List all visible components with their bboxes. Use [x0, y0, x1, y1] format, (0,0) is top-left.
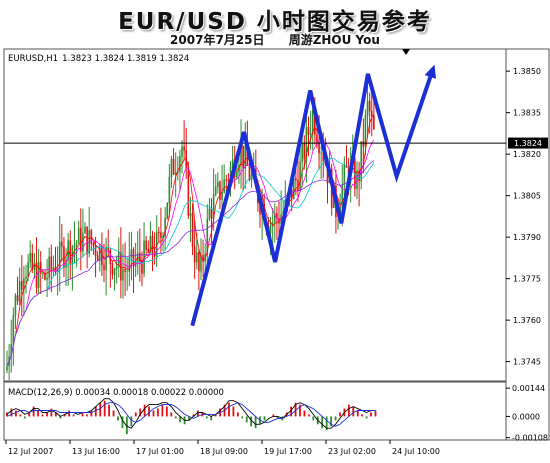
moving-average-lines [6, 113, 375, 367]
price-axis-frame [505, 48, 550, 441]
price-tick-label: 1.3835 [513, 109, 541, 118]
macd-tick-label: 0.0000 [512, 412, 540, 421]
price-tick-label: 1.3850 [513, 67, 541, 76]
macd-label: MACD(12,26,9) 0.00034 0.00018 0.00022 0.… [8, 388, 224, 398]
chart-symbol-label: EURUSD,H1 1.3823 1.3824 1.3819 1.3824 [8, 54, 189, 64]
time-axis: 12 Jul 2007 13 Jul 16:00 17 Jul 01:00 18 Ju… [5, 440, 440, 456]
time-tick-label: 23 Jul 02:00 [328, 447, 376, 456]
macd-frame [3, 381, 507, 441]
report-author: 周游ZHOU You [288, 33, 380, 47]
symbol-timeframe: EURUSD,H1 [8, 54, 58, 64]
main-chart-frame [3, 48, 507, 382]
macd-indicator [6, 398, 377, 435]
current-price-value: 1.3824 [514, 139, 542, 148]
price-tick-label: 1.3790 [513, 233, 541, 242]
projection-arrowhead-icon [424, 64, 436, 79]
chart-shift-marker-icon [402, 49, 410, 55]
ma-long-line [6, 160, 375, 367]
ma-fast-line [6, 113, 375, 367]
macd-axis: 0.00144 0.0000 -0.00108 [506, 384, 548, 443]
time-tick-label: 19 Jul 17:00 [264, 447, 312, 456]
candlestick-series [6, 85, 375, 381]
macd-tick-label: 0.00144 [512, 384, 545, 393]
price-tick-label: 1.3760 [513, 316, 541, 325]
projection-path [190, 67, 436, 327]
projection-zigzag [190, 64, 436, 327]
current-price-tag [508, 137, 548, 149]
time-tick-label: 12 Jul 2007 [8, 447, 53, 456]
time-tick-label: 18 Jul 09:00 [200, 447, 248, 456]
ohlc-values: 1.3823 1.3824 1.3819 1.3824 [62, 54, 189, 64]
price-tick-label: 1.3745 [513, 358, 541, 367]
time-tick-label: 24 Jul 10:00 [392, 447, 440, 456]
report-date: 2007年7月25日 [170, 33, 265, 47]
page-subtitle: 2007年7月25日 周游ZHOU You [0, 31, 550, 48]
ma-mid-line [6, 138, 375, 367]
price-tick-label: 1.3805 [513, 192, 541, 201]
time-tick-label: 13 Jul 16:00 [72, 447, 120, 456]
macd-tick-label: -0.00108 [512, 434, 548, 443]
ma-slow-line [6, 157, 375, 367]
price-axis: 1.3745 1.3760 1.3775 1.3790 1.3805 1.3820 1.38… [506, 67, 541, 367]
price-tick-label: 1.3820 [513, 150, 541, 159]
price-tick-label: 1.3775 [513, 275, 541, 284]
chart-header: EUR/USD 小时图交易参考 2007年7月25日 周游ZHOU You [0, 0, 550, 50]
page-title: EUR/USD 小时图交易参考 [118, 9, 432, 35]
macd-signal-line [6, 402, 376, 427]
time-tick-label: 17 Jul 01:00 [136, 447, 184, 456]
